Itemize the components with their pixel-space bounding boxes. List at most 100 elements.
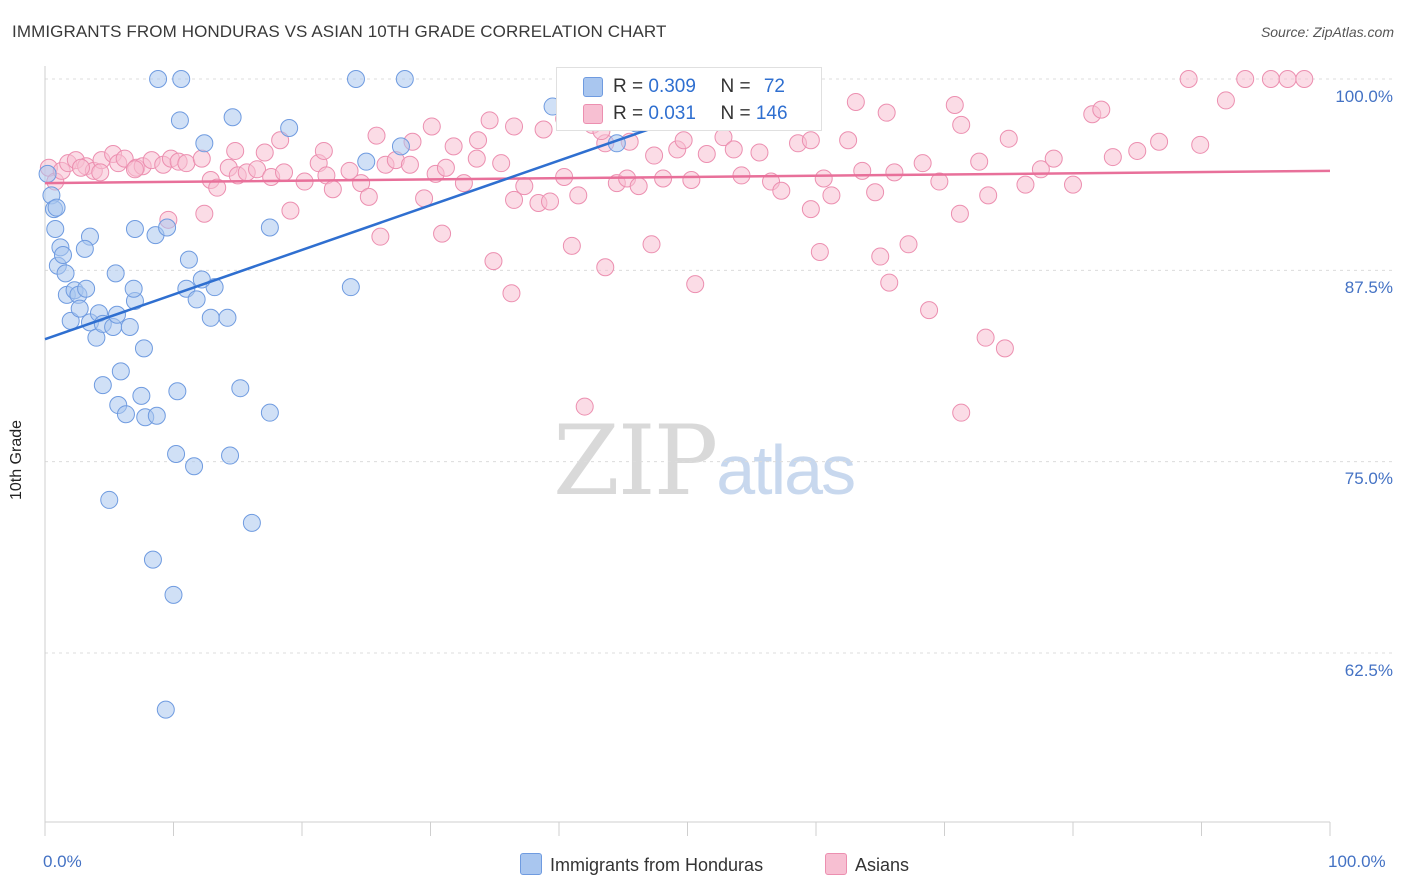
asians-point xyxy=(469,131,488,150)
asians-point xyxy=(534,120,553,139)
asians-point xyxy=(772,181,791,200)
r-value: 0.031 xyxy=(648,103,696,124)
asians-point xyxy=(91,163,110,182)
source-label: Source: ZipAtlas.com xyxy=(1260,24,1394,40)
asians-point xyxy=(950,204,969,223)
honduras-point xyxy=(341,278,360,297)
r-label: R = xyxy=(613,103,649,124)
asians-point xyxy=(885,163,904,182)
honduras-point xyxy=(231,379,250,398)
asians-point xyxy=(505,117,524,136)
asians-point xyxy=(645,146,664,165)
stats-legend: R = 0.309 N = 72 R = 0.031 N = 146 xyxy=(556,67,822,131)
trend-lines xyxy=(44,123,1331,341)
asians-point xyxy=(492,154,511,173)
asians-point xyxy=(1016,175,1035,194)
asians-point xyxy=(502,284,521,303)
asians-point xyxy=(642,235,661,254)
asians-point xyxy=(371,227,390,246)
legend-label-asians: Asians xyxy=(855,855,910,875)
honduras-point xyxy=(75,239,94,258)
legend-item-asians[interactable]: Asians xyxy=(825,853,909,876)
legend-swatch-honduras xyxy=(520,853,542,875)
asians-point xyxy=(541,192,560,211)
honduras-point xyxy=(391,137,410,156)
asians-point xyxy=(810,242,829,261)
legend-swatch-pink xyxy=(583,104,603,124)
honduras-point xyxy=(280,118,299,137)
asians-point xyxy=(853,161,872,180)
honduras-point xyxy=(167,445,186,464)
legend-row-blue: R = 0.309 N = 72 xyxy=(613,76,785,98)
asians-point xyxy=(444,137,463,156)
asians-point xyxy=(871,247,890,266)
n-value: 72 xyxy=(763,76,785,97)
honduras-point xyxy=(149,70,168,88)
asians-point xyxy=(192,149,211,168)
asians-point xyxy=(484,252,503,271)
honduras-point xyxy=(53,246,72,265)
asians-point xyxy=(480,111,499,130)
asians-point xyxy=(913,154,932,173)
honduras-point xyxy=(56,264,75,283)
asians-point xyxy=(979,186,998,205)
honduras-point xyxy=(46,220,65,239)
legend-swatch-asians xyxy=(825,853,847,875)
asians-point xyxy=(433,224,452,243)
honduras-trend-line xyxy=(44,123,663,341)
y-tick-label: 87.5% xyxy=(1344,278,1393,297)
honduras-point xyxy=(93,376,112,395)
asians-point xyxy=(248,160,267,179)
asians-point xyxy=(995,339,1014,358)
honduras-point xyxy=(260,403,279,422)
asians-point xyxy=(226,141,245,160)
watermark-zip: ZIP xyxy=(553,405,718,517)
y-tick-label: 100.0% xyxy=(1335,87,1393,106)
r-value: 0.309 xyxy=(648,76,696,97)
x-tick-label-left: 0.0% xyxy=(43,852,82,871)
asians-point xyxy=(801,131,820,150)
asians-point xyxy=(515,177,534,196)
asians-point xyxy=(880,273,899,292)
honduras-point xyxy=(395,70,414,88)
asians-point xyxy=(952,115,971,134)
honduras-point xyxy=(195,134,214,153)
asians-point xyxy=(1092,100,1111,119)
honduras-point xyxy=(170,111,189,130)
asians-point xyxy=(801,200,820,219)
honduras-point xyxy=(221,446,240,465)
asians-point xyxy=(1064,175,1082,194)
honduras-point xyxy=(168,382,187,401)
asians-point xyxy=(569,186,588,205)
honduras-point xyxy=(164,585,183,604)
chart-title: IMMIGRANTS FROM HONDURAS VS ASIAN 10TH G… xyxy=(12,22,667,41)
honduras-point xyxy=(70,299,89,318)
asians-point xyxy=(945,96,964,115)
asians-point xyxy=(195,204,214,223)
asians-point xyxy=(1261,70,1280,88)
asians-point xyxy=(999,129,1018,148)
watermark-atlas: atlas xyxy=(716,431,856,509)
honduras-point xyxy=(179,250,198,269)
asians-point xyxy=(1295,70,1314,88)
asians-point xyxy=(562,236,581,255)
legend-item-honduras[interactable]: Immigrants from Honduras xyxy=(520,853,763,876)
asians-point xyxy=(952,403,971,422)
asians-point xyxy=(846,92,865,111)
asians-point xyxy=(454,174,473,193)
x-tick-label-right: 100.0% xyxy=(1328,852,1386,871)
honduras-point xyxy=(357,152,376,171)
asians-point xyxy=(629,177,648,196)
honduras-point xyxy=(242,513,261,532)
asians-point xyxy=(1216,91,1235,110)
y-tick-label: 62.5% xyxy=(1344,661,1393,680)
r-label: R = xyxy=(613,76,649,97)
asians-point xyxy=(814,169,833,188)
asians-point xyxy=(1179,70,1198,88)
asians-point xyxy=(920,301,939,320)
asians-point xyxy=(674,131,693,150)
legend-swatch-blue xyxy=(583,77,603,97)
asians-point xyxy=(1236,70,1255,88)
n-label: N = xyxy=(720,76,756,97)
honduras-point xyxy=(156,700,175,719)
